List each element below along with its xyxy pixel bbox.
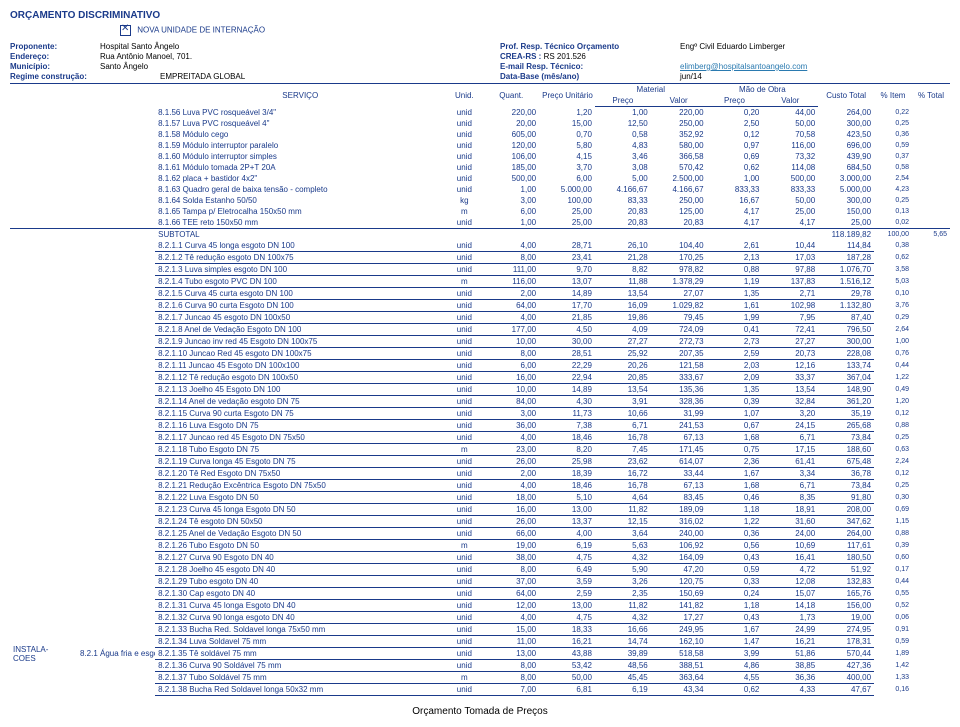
side-group: 8.2.1 Água fria e esgoto bbox=[77, 612, 155, 696]
budget-table: SERVIÇO Unid. Quant. Preço Unitário Mate… bbox=[10, 83, 950, 696]
table-row: INSTALA-COES8.2.1 Água fria e esgoto8.2.… bbox=[10, 612, 950, 624]
col-mat-preco: Preço bbox=[595, 95, 651, 107]
endereco-label: Endereço: bbox=[10, 52, 100, 61]
table-row: 8.1.63 Quadro geral de baixa tensão - co… bbox=[10, 184, 950, 195]
table-row: 8.2.1.26 Tubo Esgoto DN 50m19,006,195,63… bbox=[10, 540, 950, 552]
col-total-pct: % Total bbox=[912, 84, 950, 107]
table-row: 8.2.1.11 Juncao 45 Esgoto DN 100x100unid… bbox=[10, 360, 950, 372]
table-row: 8.2.1.2 Tê redução esgoto DN 100x75unid8… bbox=[10, 252, 950, 264]
table-row: 8.2.1.16 Luva Esgoto DN 75unid36,007,386… bbox=[10, 420, 950, 432]
table-row: 8.1.62 placa + bastidor 4x2"unid500,006,… bbox=[10, 173, 950, 184]
col-item-pct: % Item bbox=[874, 84, 912, 107]
crea: RS 201.526 bbox=[544, 52, 586, 61]
municipio-label: Município: bbox=[10, 62, 100, 71]
table-row: 8.1.64 Solda Estanho 50/50kg3,00100,0083… bbox=[10, 195, 950, 206]
table-row: 8.2.1.20 Tê Red Esgoto DN 75x50unid2,001… bbox=[10, 468, 950, 480]
table-row: 8.1.58 Módulo cegounid605,000,700,58352,… bbox=[10, 129, 950, 140]
table-row: 8.1.61 Módulo tomada 2P+T 20Aunid185,003… bbox=[10, 162, 950, 173]
table-row: 8.2.1.4 Tubo esgoto PVC DN 100m116,0013,… bbox=[10, 276, 950, 288]
table-row: 8.2.1.24 Tê esgoto DN 50x50unid26,0013,3… bbox=[10, 516, 950, 528]
table-row: 8.2.1.15 Curva 90 curta Esgoto DN 75unid… bbox=[10, 408, 950, 420]
data-label: Data-Base (mês/ano) bbox=[500, 72, 680, 81]
table-row: 8.2.1.28 Joelho 45 esgoto DN 40unid8,006… bbox=[10, 564, 950, 576]
subtitle: NOVA UNIDADE DE INTERNAÇÃO bbox=[120, 25, 950, 36]
table-row: 8.1.56 Luva PVC rosqueável 3/4"unid220,0… bbox=[10, 107, 950, 119]
proponente-label: Proponente: bbox=[10, 42, 100, 51]
table-row: 8.2.1.29 Tubo esgoto DN 40unid37,003,593… bbox=[10, 576, 950, 588]
side-instalacoes: INSTALA-COES bbox=[10, 612, 77, 696]
data: jun/14 bbox=[680, 72, 940, 81]
col-mo-preco: Preço bbox=[707, 95, 763, 107]
col-quant: Quant. bbox=[483, 84, 539, 107]
table-row: 8.2.1.23 Curva 45 longa Esgoto DN 50unid… bbox=[10, 504, 950, 516]
col-material: Material bbox=[595, 84, 707, 96]
header-block: Proponente: Hospital Santo Ângelo Prof. … bbox=[10, 42, 950, 81]
table-row: 8.1.65 Tampa p/ Eletrocalha 150x50 mmm6,… bbox=[10, 206, 950, 217]
table-row: 8.2.1.10 Juncao Red 45 esgoto DN 100x75u… bbox=[10, 348, 950, 360]
table-row: 8.1.59 Módulo interruptor paralelounid12… bbox=[10, 140, 950, 151]
table-row: 8.2.1.17 Juncao red 45 Esgoto DN 75x50un… bbox=[10, 432, 950, 444]
table-row: 8.1.57 Luva PVC rosqueável 4"unid20,0015… bbox=[10, 118, 950, 129]
table-row: 8.2.1.21 Redução Excêntrica Esgoto DN 75… bbox=[10, 480, 950, 492]
table-row: 8.1.60 Módulo interruptor simplesunid106… bbox=[10, 151, 950, 162]
table-row: 8.2.1.8 Anel de Vedação Esgoto DN 100uni… bbox=[10, 324, 950, 336]
table-row: 8.2.1.6 Curva 90 curta Esgoto DN 100unid… bbox=[10, 300, 950, 312]
table-row: 8.2.1.1 Curva 45 longa esgoto DN 100unid… bbox=[10, 240, 950, 252]
table-row: 8.2.1.13 Joelho 45 Esgoto DN 100unid10,0… bbox=[10, 384, 950, 396]
table-row: 8.1.66 TEE reto 150x50 mmunid1,0025,0020… bbox=[10, 217, 950, 229]
table-row: 8.2.1.14 Anel de vedação esgoto DN 75uni… bbox=[10, 396, 950, 408]
crea-label: CREA-RS : bbox=[500, 52, 541, 61]
table-row: 8.2.1.30 Cap esgoto DN 40unid64,002,592,… bbox=[10, 588, 950, 600]
doc-title: ORÇAMENTO DISCRIMINATIVO bbox=[10, 10, 950, 21]
checkbox-icon bbox=[120, 25, 131, 36]
table-row: 8.2.1.12 Tê redução esgoto DN 100x50unid… bbox=[10, 372, 950, 384]
endereco: Rua Antônio Manoel, 701. bbox=[100, 52, 330, 61]
col-preco-unit: Preço Unitário bbox=[539, 84, 595, 107]
regime-label: Regime construção: bbox=[10, 72, 100, 81]
col-custo-total: Custo Total bbox=[818, 84, 874, 107]
table-row: 8.2.1.9 Juncao inv red 45 Esgoto DN 100x… bbox=[10, 336, 950, 348]
table-row: 8.2.1.27 Curva 90 Esgoto DN 40unid38,004… bbox=[10, 552, 950, 564]
municipio: Santo Ângelo bbox=[100, 62, 330, 71]
table-row: 8.2.1.31 Curva 45 longa Esgoto DN 40unid… bbox=[10, 600, 950, 612]
proponente: Hospital Santo Ângelo bbox=[100, 42, 330, 51]
table-row: 8.2.1.5 Curva 45 curta esgoto DN 100unid… bbox=[10, 288, 950, 300]
table-row: 8.2.1.3 Luva simples esgoto DN 100unid11… bbox=[10, 264, 950, 276]
table-row: 8.2.1.19 Curva longa 45 Esgoto DN 75unid… bbox=[10, 456, 950, 468]
table-row: 8.2.1.25 Anel de Vedação Esgoto DN 50uni… bbox=[10, 528, 950, 540]
page-footer: Orçamento Tomada de Preços bbox=[10, 706, 950, 717]
subtotal-row: SUBTOTAL118.189,82100,005,65 bbox=[10, 229, 950, 241]
prof-label: Prof. Resp. Técnico Orçamento bbox=[500, 42, 680, 51]
email-link[interactable]: elimberg@hospitalsantoangelo.com bbox=[680, 62, 807, 71]
col-unid: Unid. bbox=[445, 84, 483, 107]
regime: EMPREITADA GLOBAL bbox=[100, 72, 330, 81]
col-mat-valor: Valor bbox=[651, 95, 707, 107]
table-row: 8.2.1.18 Tubo Esgoto DN 75m23,008,207,45… bbox=[10, 444, 950, 456]
col-mo-valor: Valor bbox=[762, 95, 818, 107]
prof: Engº Civil Eduardo Limberger bbox=[680, 42, 940, 51]
email-label: E-mail Resp. Técnico: bbox=[500, 62, 680, 71]
col-mao-obra: Mão de Obra bbox=[707, 84, 819, 96]
table-row: 8.2.1.7 Juncao 45 esgoto DN 100x50unid4,… bbox=[10, 312, 950, 324]
table-row: 8.2.1.22 Luva Esgoto DN 50unid18,005,104… bbox=[10, 492, 950, 504]
col-servico: SERVIÇO bbox=[155, 84, 445, 107]
